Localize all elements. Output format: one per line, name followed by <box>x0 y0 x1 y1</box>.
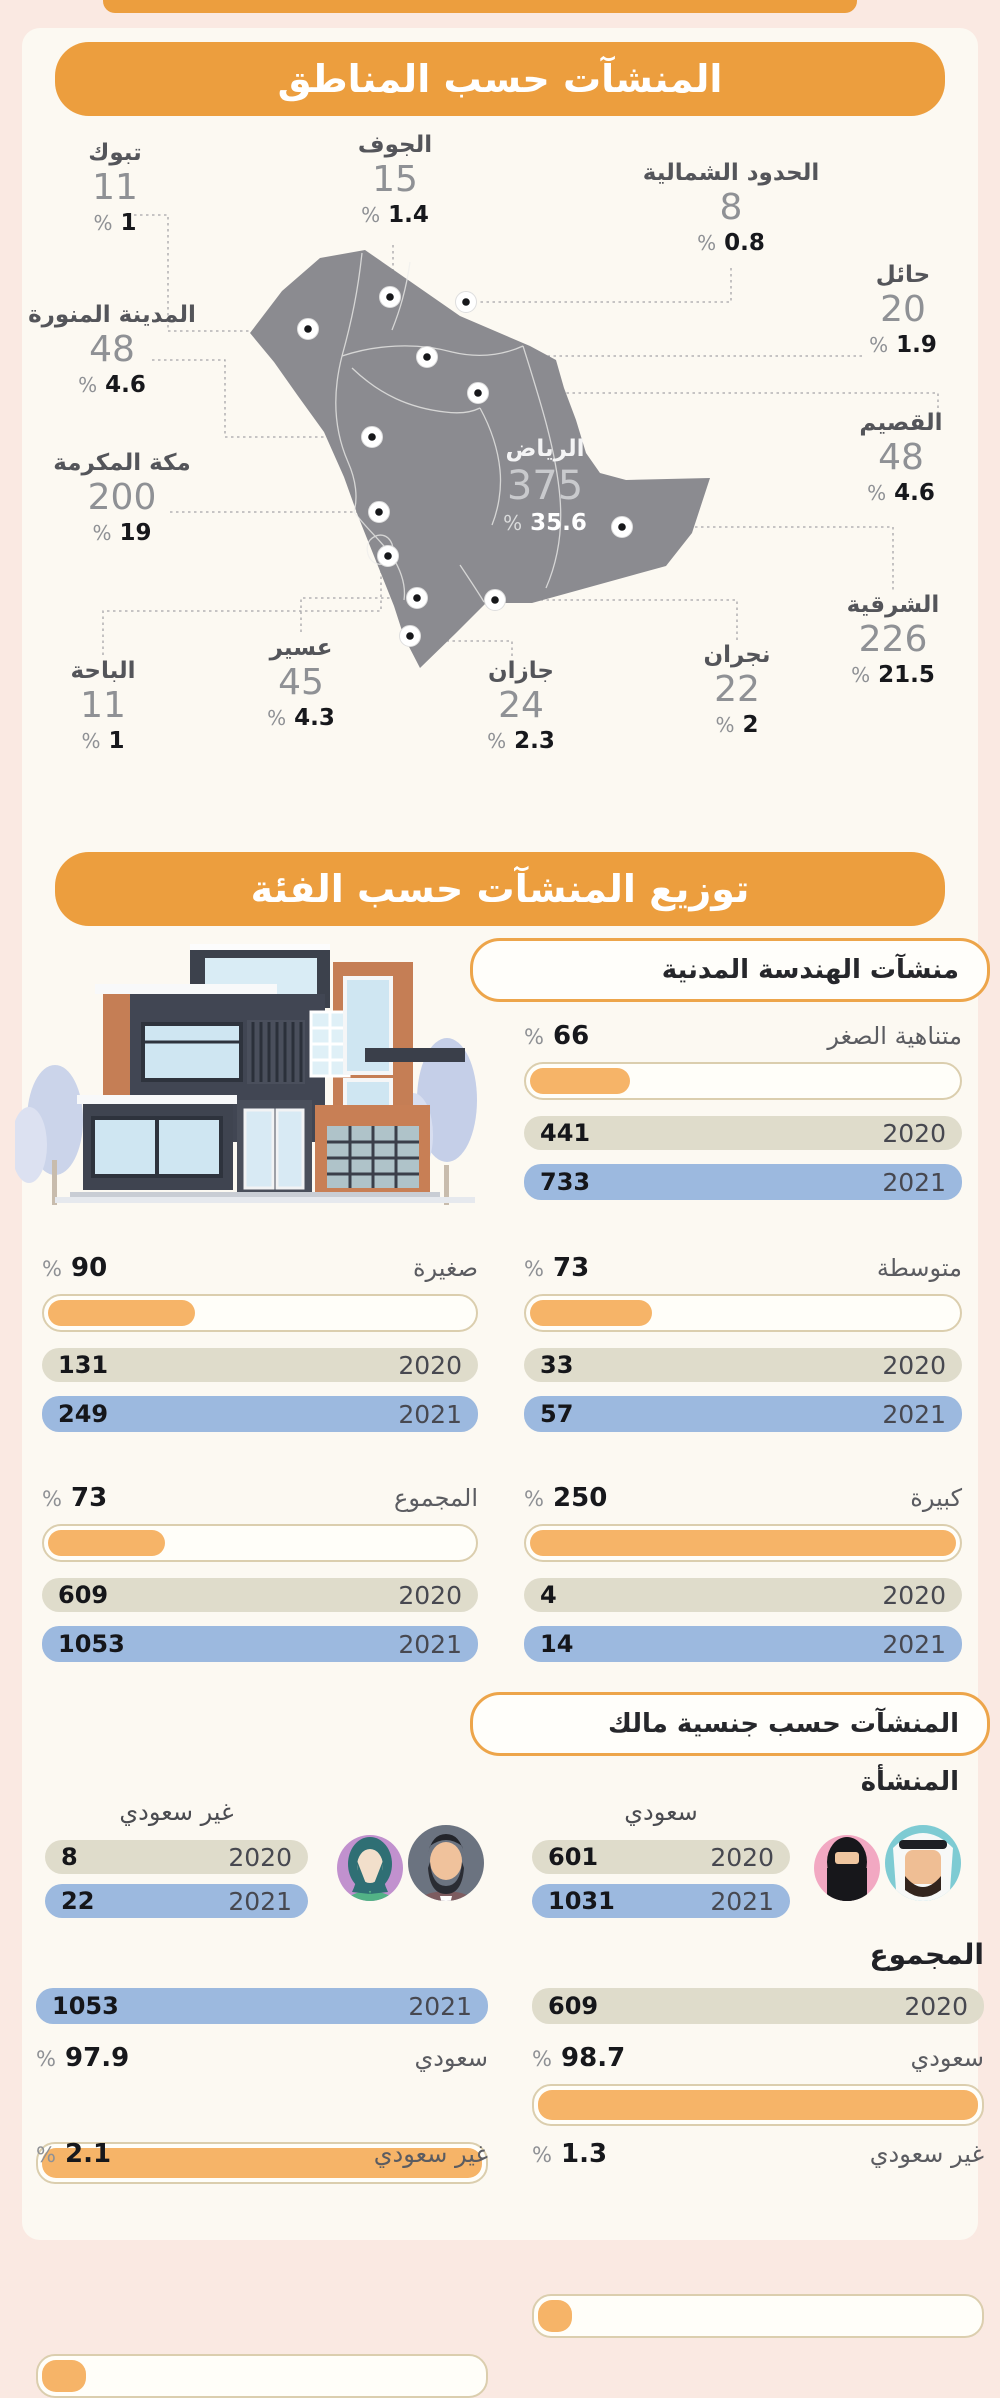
medium-2021-bar: 57 2021 <box>524 1396 962 1432</box>
region-label-northern-borders: الحدود الشمالية 8 % 0.8 <box>642 160 820 256</box>
region-label-qassim: القصيم 48 % 4.6 <box>859 410 943 506</box>
non-saudi-pct-2021-fill <box>42 2360 86 2392</box>
category-card-medium: % 73 متوسطة 33 2020 57 2021 <box>524 1252 962 1446</box>
saudi-pct-2020-track <box>532 2084 984 2126</box>
regions-section-title: المنشآت حسب المناطق <box>55 42 945 116</box>
small-label: صغيرة <box>412 1254 478 1282</box>
region-label-hail: حائل 20 % 1.9 <box>869 262 937 358</box>
small-progress-fill <box>48 1300 195 1326</box>
region-label-makkah: مكة المكرمة 200 % 19 <box>53 450 191 546</box>
category-card-total: % 73 المجموع 609 2020 1053 2021 <box>42 1482 478 1676</box>
large-2020-bar: 4 2020 <box>524 1578 962 1612</box>
category-card-micro: % 66 متناهية الصغر 441 2020 733 2021 <box>524 1020 962 1214</box>
saudi-map <box>102 214 939 668</box>
nationality-header: المنشآت حسب جنسية مالك المنشأة <box>470 1692 990 1797</box>
saudi-2020-bar: 601 2020 <box>532 1840 790 1874</box>
map-country-shape <box>250 250 710 668</box>
large-progress-fill <box>530 1530 956 1556</box>
region-label-riyadh: الرياض 375 % 35.6 <box>503 436 587 537</box>
large-2021-bar: 14 2021 <box>524 1626 962 1662</box>
region-label-najran: نجران 22 % 2 <box>703 642 771 738</box>
total-percent: % 73 <box>42 1483 108 1513</box>
non-saudi-owners-avatar-icon <box>337 1825 484 1901</box>
saudi-pct-2021-row: % 97.9 سعودي <box>36 2043 488 2073</box>
large-label: كبيرة <box>910 1484 962 1512</box>
micro-percent: % 66 <box>524 1021 590 1051</box>
non-saudi-2020-bar: 8 2020 <box>45 1840 308 1874</box>
house-illustration <box>15 944 477 1205</box>
region-label-jazan: جازان 24 % 2.3 <box>487 658 555 754</box>
total-progress-fill <box>48 1530 165 1556</box>
saudi-owners-avatar-icon <box>814 1825 961 1901</box>
map-markers <box>297 286 633 647</box>
non-saudi-pct-2020-fill <box>538 2300 572 2332</box>
categories-section-title: توزيع المنشآت حسب الفئة <box>55 852 945 926</box>
small-progress-track <box>42 1294 478 1332</box>
micro-2021-bar: 733 2021 <box>524 1164 962 1200</box>
total-2021-summary-bar: 1053 2021 <box>36 1988 488 2024</box>
leader-lines <box>102 214 939 656</box>
total-2020-bar: 609 2020 <box>42 1578 478 1612</box>
region-label-madinah: المدينة المنورة 48 % 4.6 <box>28 302 196 398</box>
medium-2020-bar: 33 2020 <box>524 1348 962 1382</box>
total-label: المجموع <box>394 1484 478 1512</box>
region-label-baha: الباحة 11 % 1 <box>70 658 136 754</box>
large-progress-track <box>524 1524 962 1562</box>
micro-progress-track <box>524 1062 962 1100</box>
non-saudi-group-label: غير سعودي <box>119 1798 234 1826</box>
micro-progress-fill <box>530 1068 630 1094</box>
non-saudi-pct-2020-row: % 1.3 غير سعودي <box>532 2139 984 2169</box>
saudi-pct-2021-track <box>36 2142 488 2184</box>
total-2020-summary-bar: 609 2020 <box>532 1988 984 2024</box>
small-2021-bar: 249 2021 <box>42 1396 478 1432</box>
totals-heading: المجموع <box>869 1938 984 1971</box>
non-saudi-2021-bar: 22 2021 <box>45 1884 308 1918</box>
saudi-group-label: سعودي <box>624 1798 698 1826</box>
region-label-eastern: الشرقية 226 % 21.5 <box>846 592 940 688</box>
micro-label: متناهية الصغر <box>827 1022 962 1050</box>
small-2020-bar: 131 2020 <box>42 1348 478 1382</box>
medium-progress-fill <box>530 1300 652 1326</box>
region-label-jouf: الجوف 15 % 1.4 <box>357 132 433 228</box>
total-2021-bar: 1053 2021 <box>42 1626 478 1662</box>
non-saudi-pct-2020-track <box>532 2294 984 2338</box>
saudi-2021-bar: 1031 2021 <box>532 1884 790 1918</box>
large-percent: % 250 <box>524 1483 608 1513</box>
civil-engineering-header: منشآت الهندسة المدنية <box>470 938 990 1002</box>
region-label-tabuk: تبوك 11 % 1 <box>88 140 142 236</box>
total-progress-track <box>42 1524 478 1562</box>
category-card-large: % 250 كبيرة 4 2020 14 2021 <box>524 1482 962 1676</box>
micro-2020-bar: 441 2020 <box>524 1116 962 1150</box>
saudi-pct-2020-row: % 98.7 سعودي <box>532 2043 984 2073</box>
non-saudi-pct-2021-row: % 2.1 غير سعودي <box>36 2139 488 2169</box>
saudi-pct-2020-fill <box>538 2090 978 2120</box>
region-label-asir: عسير 45 % 4.3 <box>267 635 335 731</box>
infographic-page: المنشآت حسب المناطق <box>15 0 990 2398</box>
category-card-small: % 90 صغيرة 131 2020 249 2021 <box>42 1252 478 1446</box>
medium-label: متوسطة <box>876 1254 962 1282</box>
non-saudi-pct-2021-track <box>36 2354 488 2398</box>
previous-section-strip <box>103 0 857 13</box>
medium-percent: % 73 <box>524 1253 590 1283</box>
small-percent: % 90 <box>42 1253 108 1283</box>
medium-progress-track <box>524 1294 962 1332</box>
saudi-pct-2021-fill <box>42 2148 482 2178</box>
